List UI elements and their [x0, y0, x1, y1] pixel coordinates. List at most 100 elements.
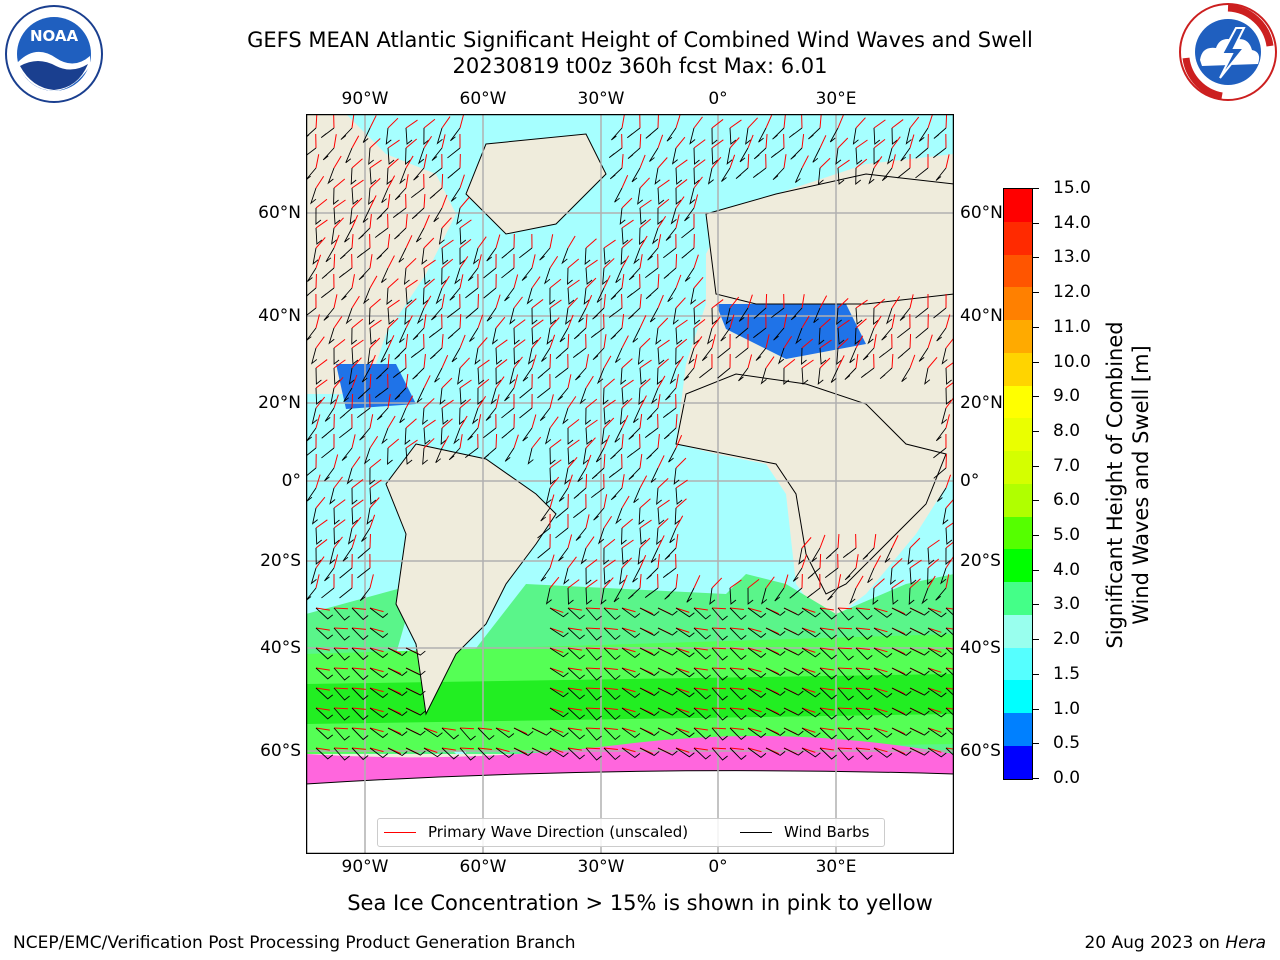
- wave-direction-arrow: [549, 647, 564, 653]
- wind-barb: [783, 627, 804, 636]
- wind-barb: [862, 547, 875, 560]
- wind-barb: [879, 367, 893, 380]
- wave-direction-arrow: [531, 254, 536, 269]
- wind-barb: [603, 247, 611, 265]
- wave-direction-arrow: [603, 399, 616, 409]
- wind-barb: [456, 207, 463, 225]
- wave-direction-arrow: [855, 627, 870, 631]
- wave-direction-arrow: [837, 727, 853, 730]
- wind-barb: [881, 167, 893, 182]
- wind-barb: [333, 727, 350, 741]
- wind-barb: [621, 647, 641, 659]
- wind-barb: [453, 427, 461, 445]
- wind-barb: [621, 547, 629, 565]
- wind-barb: [639, 667, 660, 676]
- wind-barb: [711, 307, 718, 325]
- wind-barb: [362, 287, 371, 305]
- wave-direction-arrow: [567, 396, 577, 409]
- wave-direction-arrow: [819, 607, 834, 611]
- wave-direction-arrow: [315, 474, 321, 489]
- wave-direction-arrow: [837, 747, 853, 750]
- wind-barb: [485, 407, 497, 421]
- wind-barb: [565, 307, 572, 325]
- bottom-lon-label-3: 0°: [708, 857, 728, 877]
- wave-direction-arrow: [513, 296, 523, 309]
- wave-direction-arrow: [621, 747, 636, 753]
- left-lat-label-1: 40°N: [258, 306, 301, 326]
- wind-barb: [405, 747, 426, 756]
- wind-barb: [339, 407, 353, 419]
- wind-barb: [819, 627, 837, 640]
- wind-barb: [862, 347, 875, 361]
- wind-barb: [440, 427, 447, 445]
- wind-barb: [662, 407, 677, 419]
- wind-barb: [638, 387, 645, 405]
- wave-direction-arrow: [405, 155, 414, 169]
- wind-barb: [672, 307, 679, 325]
- wind-barb: [669, 527, 677, 544]
- wave-direction-arrow: [603, 334, 607, 349]
- wave-direction-arrow: [333, 253, 336, 269]
- wind-barb: [603, 687, 621, 701]
- wind-barb: [567, 647, 585, 660]
- wave-direction-arrow: [387, 354, 390, 369]
- wave-direction-arrow: [585, 579, 598, 589]
- wave-direction-arrow: [693, 667, 708, 671]
- wave-direction-arrow: [585, 314, 588, 329]
- wind-barb: [592, 307, 605, 320]
- wind-barb: [513, 747, 534, 756]
- wave-direction-arrow: [315, 219, 328, 229]
- wind-barb: [650, 387, 659, 405]
- wind-barb: [936, 327, 947, 342]
- wave-direction-arrow: [495, 339, 508, 349]
- wave-direction-arrow: [567, 418, 580, 429]
- wind-barb: [436, 127, 443, 145]
- wind-barb: [801, 687, 821, 698]
- wave-direction-arrow: [819, 157, 831, 169]
- wind-barb: [886, 307, 893, 325]
- wind-barb: [909, 687, 930, 696]
- wave-direction-arrow: [711, 707, 727, 710]
- wind-barb: [881, 327, 893, 341]
- wind-barb: [387, 707, 408, 717]
- wind-barb: [918, 127, 929, 142]
- wind-barb: [549, 607, 569, 618]
- wave-direction-arrow: [477, 254, 482, 269]
- wind-barb: [747, 587, 754, 605]
- wind-barb: [675, 487, 683, 505]
- wave-direction-arrow: [603, 607, 618, 610]
- wind-barb: [693, 667, 711, 680]
- wave-direction-arrow: [585, 454, 592, 469]
- wind-barb: [772, 167, 785, 180]
- wind-barb: [614, 347, 623, 363]
- wave-direction-arrow: [747, 687, 762, 693]
- wave-direction-arrow: [693, 627, 708, 631]
- wave-direction-arrow: [477, 378, 490, 389]
- wind-barb: [867, 567, 875, 584]
- colorbar-tick-mark: [1033, 361, 1039, 363]
- wind-barb: [526, 287, 533, 305]
- wave-direction-arrow: [423, 259, 436, 269]
- wind-barb: [720, 327, 731, 342]
- wind-barb: [416, 307, 425, 325]
- wave-direction-arrow: [603, 627, 618, 630]
- wave-direction-arrow: [441, 173, 444, 189]
- wind-barb: [412, 327, 425, 340]
- wave-direction-arrow: [729, 667, 744, 671]
- wind-barb: [711, 727, 728, 741]
- wind-barb: [812, 147, 821, 163]
- colorbar-tick-mark: [1033, 396, 1039, 398]
- wind-barb: [801, 727, 821, 738]
- wind-barb: [486, 307, 497, 322]
- wind-barb: [927, 567, 933, 585]
- wind-barb: [539, 407, 551, 422]
- wave-direction-arrow: [603, 647, 618, 650]
- wind-barb: [738, 367, 749, 382]
- wave-direction-arrow: [873, 707, 888, 713]
- wave-direction-arrow: [549, 707, 564, 713]
- wind-barb: [872, 587, 879, 605]
- wave-direction-arrow: [711, 139, 724, 149]
- wind-barb: [801, 647, 821, 658]
- wave-direction-arrow: [549, 278, 562, 289]
- wind-barb: [567, 447, 575, 465]
